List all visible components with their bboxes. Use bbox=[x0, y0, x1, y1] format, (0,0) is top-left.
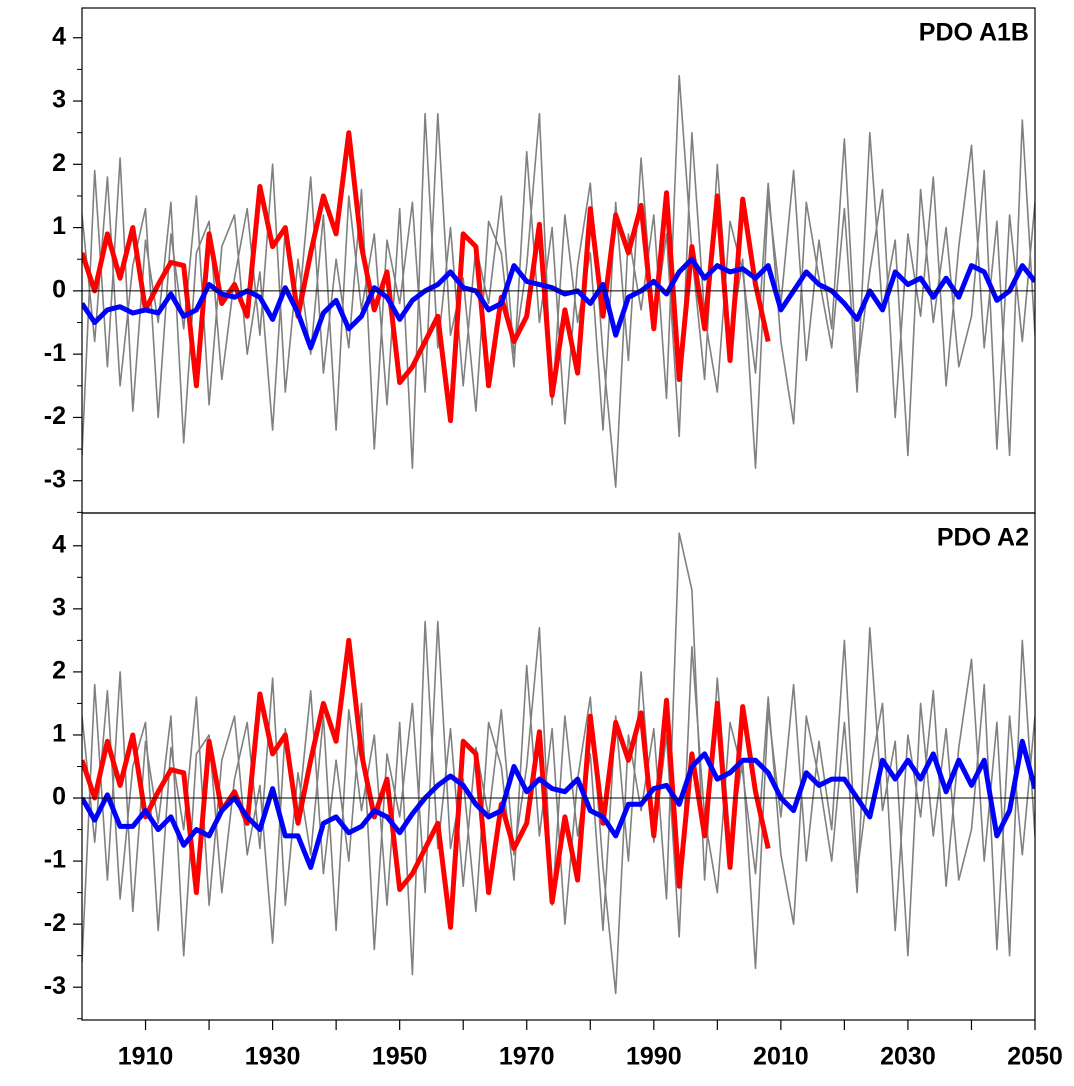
y-tick-label: 3 bbox=[52, 86, 66, 114]
series-line bbox=[82, 130, 771, 424]
y-tick-label: 2 bbox=[52, 149, 66, 177]
x-tick-label: 1910 bbox=[118, 1043, 174, 1071]
x-tick-label: 1990 bbox=[626, 1043, 682, 1071]
series-line bbox=[82, 532, 1035, 995]
y-tick-label: 0 bbox=[52, 275, 66, 303]
panel-title: PDO A1B bbox=[919, 19, 1029, 47]
x-tick-label: 2050 bbox=[1007, 1043, 1063, 1071]
x-tick-label: 1950 bbox=[372, 1043, 428, 1071]
y-tick-label: 4 bbox=[52, 530, 66, 558]
y-tick-label: 2 bbox=[52, 657, 66, 685]
y-tick-label: -2 bbox=[44, 402, 66, 430]
x-tick-label: 1970 bbox=[499, 1043, 555, 1071]
y-tick-label: 3 bbox=[52, 593, 66, 621]
y-tick-label: 1 bbox=[52, 720, 66, 748]
series-line bbox=[82, 637, 771, 930]
plot-area bbox=[82, 74, 1035, 488]
series-line bbox=[82, 112, 1035, 469]
x-tick-label: 1930 bbox=[245, 1043, 301, 1071]
y-tick-label: 1 bbox=[52, 212, 66, 240]
series-line bbox=[82, 738, 1035, 870]
series-line bbox=[82, 620, 1035, 976]
panel-title: PDO A2 bbox=[937, 524, 1029, 552]
y-tick-label: -2 bbox=[44, 909, 66, 937]
x-tick-label: 2030 bbox=[880, 1043, 936, 1071]
y-tick-label: -3 bbox=[44, 465, 66, 493]
plot-area bbox=[82, 532, 1035, 995]
y-tick-label: -1 bbox=[44, 339, 66, 367]
y-tick-label: 0 bbox=[52, 783, 66, 811]
x-tick-label: 2010 bbox=[753, 1043, 809, 1071]
y-tick-label: -1 bbox=[44, 846, 66, 874]
y-tick-label: 4 bbox=[52, 22, 66, 50]
y-tick-label: -3 bbox=[44, 972, 66, 1000]
plot-frame bbox=[81, 512, 1036, 1021]
